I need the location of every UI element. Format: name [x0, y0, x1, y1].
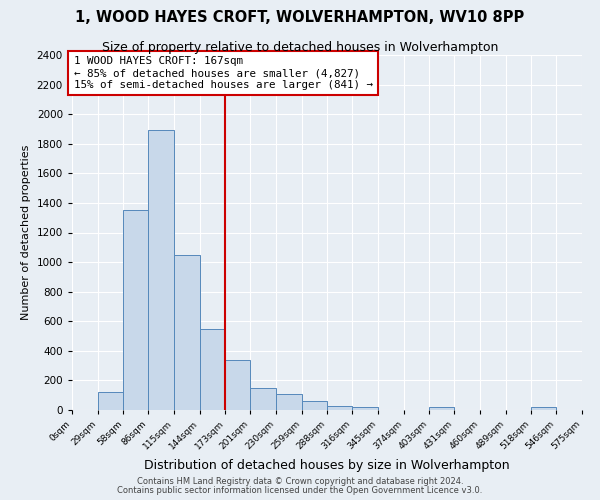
Bar [250, 388, 276, 410]
Bar [430, 407, 454, 410]
Bar [124, 210, 148, 410]
Y-axis label: Number of detached properties: Number of detached properties [21, 145, 31, 320]
Bar [148, 130, 174, 410]
Text: 1, WOOD HAYES CROFT, WOLVERHAMPTON, WV10 8PP: 1, WOOD HAYES CROFT, WOLVERHAMPTON, WV10… [76, 10, 524, 25]
Bar [352, 407, 378, 410]
Bar [328, 406, 352, 410]
X-axis label: Distribution of detached houses by size in Wolverhampton: Distribution of detached houses by size … [144, 460, 510, 472]
Text: Contains public sector information licensed under the Open Government Licence v3: Contains public sector information licen… [118, 486, 482, 495]
Bar [276, 394, 302, 410]
Bar [200, 328, 226, 410]
Bar [532, 407, 556, 410]
Bar [226, 360, 250, 410]
Text: 1 WOOD HAYES CROFT: 167sqm
← 85% of detached houses are smaller (4,827)
15% of s: 1 WOOD HAYES CROFT: 167sqm ← 85% of deta… [74, 56, 373, 90]
Bar [174, 254, 200, 410]
Text: Contains HM Land Registry data © Crown copyright and database right 2024.: Contains HM Land Registry data © Crown c… [137, 477, 463, 486]
Bar [302, 401, 328, 410]
Text: Size of property relative to detached houses in Wolverhampton: Size of property relative to detached ho… [102, 41, 498, 54]
Bar [98, 392, 124, 410]
